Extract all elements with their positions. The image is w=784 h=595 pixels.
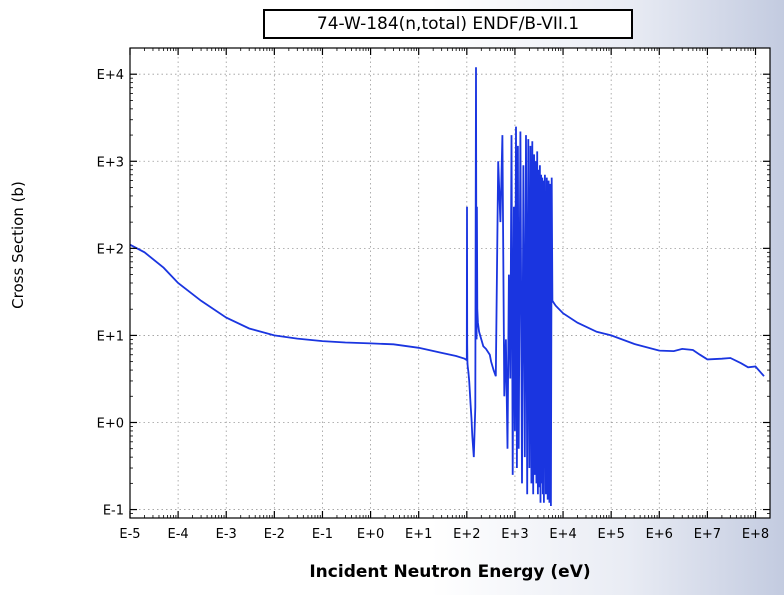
y-tick-label: E+1 [97,329,124,344]
x-tick-label: E+0 [357,527,384,542]
y-tick-label: E+4 [97,68,124,83]
y-tick-label: E+0 [97,416,124,431]
x-tick-label: E-5 [119,527,140,542]
x-tick-label: E-2 [264,527,285,542]
series-line-0 [129,67,765,507]
chart-title: 74-W-184(n,total) ENDF/B-VII.1 [263,9,633,39]
axes [129,47,771,519]
x-tick-label: E-4 [168,527,189,542]
x-tick-label: E-3 [216,527,237,542]
x-tick-label: E-1 [312,527,333,542]
x-tick-label: E+5 [597,527,624,542]
y-tick-label: E-1 [103,504,124,519]
plot-area [130,48,770,518]
tick-labels: E-5 E-4 E-3 E-2 E-1 E+0 E+1 E+2 E+3 E+4 E+5 E+6 E+7 E… [97,68,770,542]
x-tick-label: E+7 [694,527,721,542]
y-axis-label: Cross Section (b) [9,181,27,309]
x-tick-label: E+3 [501,527,528,542]
x-axis-label: Incident Neutron Energy (eV) [309,562,591,582]
x-tick-label: E+1 [405,527,432,542]
x-tick-label: E+8 [742,527,769,542]
x-tick-label: E+2 [453,527,480,542]
y-tick-label: E+2 [97,242,124,257]
y-tick-label: E+3 [97,155,124,170]
x-tick-label: E+6 [646,527,673,542]
x-tick-label: E+4 [549,527,576,542]
series-layer [129,67,765,507]
